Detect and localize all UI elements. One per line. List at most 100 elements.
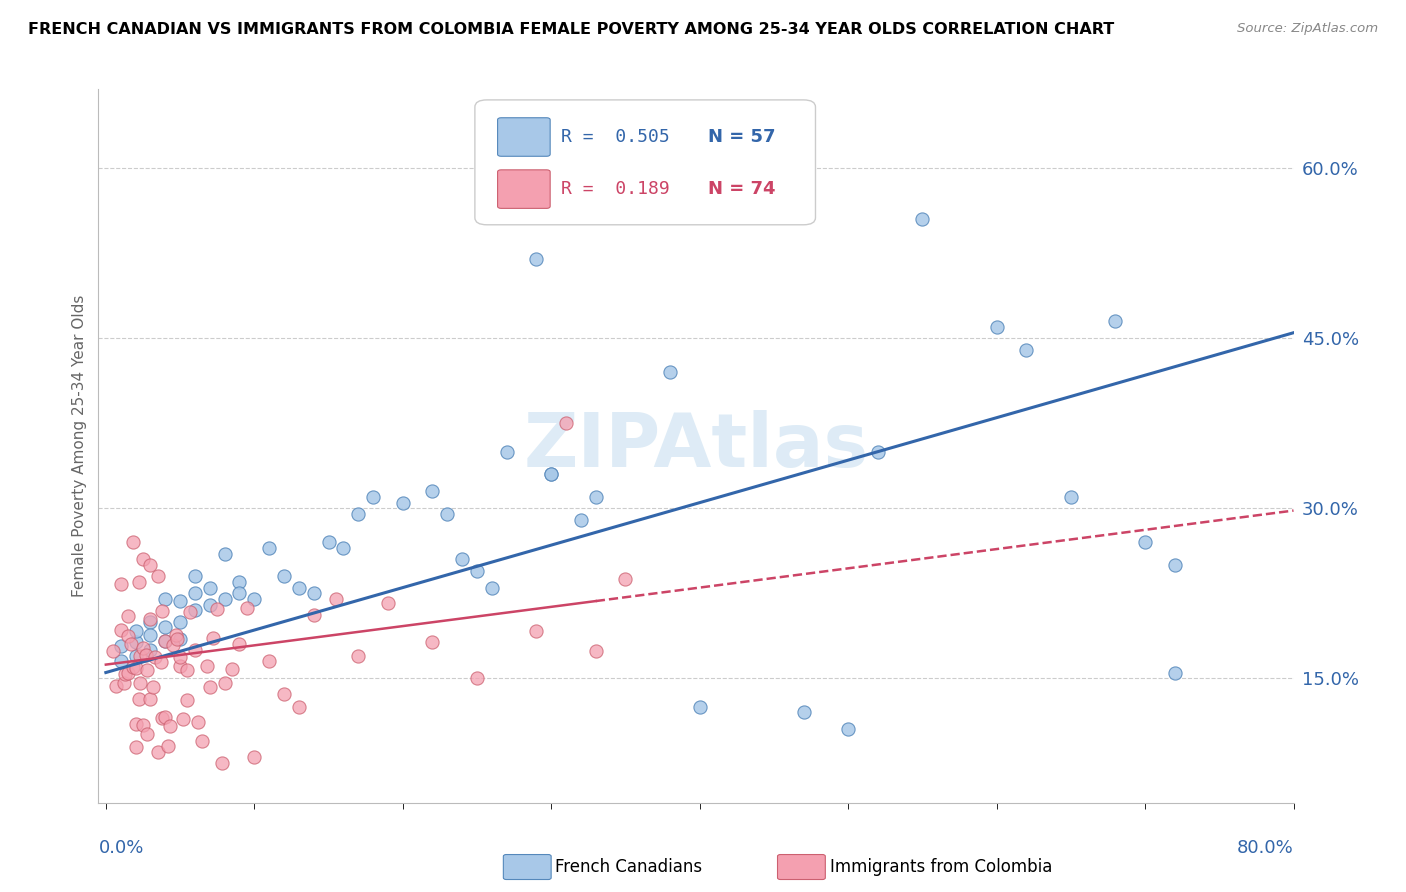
Point	[436, 507, 458, 521]
Point	[184, 603, 207, 617]
Point	[1164, 558, 1187, 572]
Point	[129, 648, 152, 663]
Point	[911, 212, 934, 227]
Point	[105, 680, 128, 694]
Text: Source: ZipAtlas.com: Source: ZipAtlas.com	[1237, 22, 1378, 36]
Point	[139, 615, 162, 629]
Point	[793, 705, 815, 719]
Point	[155, 591, 177, 606]
Text: French Canadians: French Canadians	[555, 858, 703, 876]
Point	[114, 666, 136, 681]
Point	[422, 484, 444, 499]
Point	[659, 365, 682, 379]
FancyBboxPatch shape	[498, 169, 550, 209]
Point	[302, 586, 325, 600]
Point	[166, 632, 188, 646]
Point	[195, 659, 218, 673]
Point	[132, 641, 155, 656]
Point	[689, 699, 711, 714]
Point	[228, 636, 250, 650]
Point	[124, 661, 146, 675]
Point	[139, 692, 162, 706]
Point	[157, 739, 180, 753]
Point	[325, 592, 347, 607]
Point	[110, 577, 132, 591]
Point	[377, 596, 399, 610]
Point	[257, 541, 280, 555]
Point	[176, 663, 198, 677]
Point	[273, 569, 295, 583]
Point	[129, 676, 152, 690]
Point	[288, 700, 311, 714]
Point	[124, 717, 146, 731]
Point	[124, 648, 146, 663]
Point	[555, 417, 578, 431]
Point	[211, 756, 233, 771]
Point	[155, 633, 177, 648]
Point	[128, 692, 150, 706]
Point	[332, 541, 354, 555]
Point	[169, 632, 191, 646]
Point	[228, 586, 250, 600]
Point	[288, 581, 311, 595]
Point	[198, 680, 221, 694]
Point	[221, 662, 243, 676]
Point	[569, 513, 592, 527]
Text: ZIPAtlas: ZIPAtlas	[523, 409, 869, 483]
Point	[214, 547, 236, 561]
Point	[614, 572, 637, 586]
Point	[124, 635, 146, 649]
Point	[136, 663, 159, 677]
Point	[1015, 343, 1038, 357]
Point	[172, 712, 194, 726]
Point	[124, 624, 146, 638]
Point	[481, 581, 503, 595]
Point	[361, 490, 384, 504]
Point	[179, 605, 201, 619]
Point	[273, 687, 295, 701]
Point	[103, 644, 125, 658]
Point	[422, 635, 444, 649]
Point	[120, 636, 142, 650]
Point	[257, 654, 280, 668]
Point	[117, 666, 139, 681]
Point	[187, 715, 209, 730]
Point	[214, 675, 236, 690]
Point	[124, 739, 146, 754]
Point	[169, 650, 191, 665]
Point	[540, 467, 562, 482]
Point	[155, 633, 177, 648]
Point	[201, 632, 224, 646]
Point	[302, 607, 325, 622]
Point	[155, 620, 177, 634]
Text: N = 74: N = 74	[709, 180, 776, 198]
Point	[159, 719, 181, 733]
Point	[117, 629, 139, 643]
Point	[451, 552, 474, 566]
Point	[243, 750, 266, 764]
Point	[465, 671, 488, 685]
Point	[198, 581, 221, 595]
Point	[150, 604, 173, 618]
Point	[585, 490, 607, 504]
Point	[169, 659, 191, 673]
Point	[184, 642, 207, 657]
Point	[585, 644, 607, 658]
Point	[191, 733, 214, 747]
Point	[143, 649, 166, 664]
Text: Immigrants from Colombia: Immigrants from Colombia	[830, 858, 1052, 876]
Point	[150, 711, 173, 725]
Point	[162, 638, 184, 652]
Point	[1060, 490, 1083, 504]
Point	[112, 675, 135, 690]
Text: 80.0%: 80.0%	[1237, 839, 1294, 857]
FancyBboxPatch shape	[475, 100, 815, 225]
Point	[243, 591, 266, 606]
Point	[110, 654, 132, 668]
Point	[121, 535, 143, 549]
Point	[135, 648, 157, 662]
Point	[228, 574, 250, 589]
Point	[136, 727, 159, 741]
Point	[866, 444, 889, 458]
Point	[205, 602, 228, 616]
